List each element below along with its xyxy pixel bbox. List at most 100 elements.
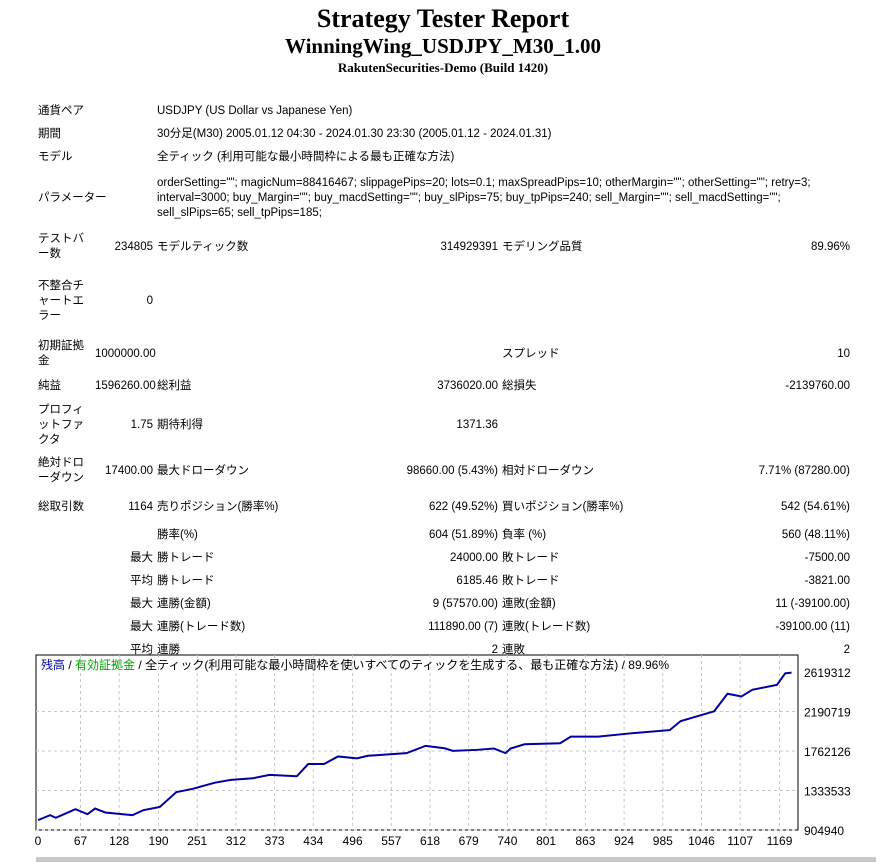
- largest-loss-value: -7500.00: [804, 552, 851, 564]
- y-tick-label: 2619312: [804, 666, 851, 680]
- long-value: 542 (54.61%): [780, 501, 851, 513]
- x-tick-label: 251: [187, 834, 207, 848]
- x-tick-label: 618: [420, 834, 440, 848]
- short-label: 売りポジション(勝率%): [157, 501, 279, 513]
- loss-label: 負率 (%): [502, 529, 547, 541]
- y-tick-label: 1333533: [804, 785, 851, 799]
- trades-value: 1164: [128, 501, 153, 513]
- avg-label: 平均: [130, 644, 153, 656]
- gross-loss-value: -2139760.00: [785, 379, 851, 392]
- loss-value: 560 (48.11%): [781, 529, 851, 541]
- deposit-label: 初期証拠金: [38, 340, 84, 367]
- pf-value: 1.75: [130, 418, 153, 431]
- x-tick-label: 1107: [727, 834, 753, 848]
- abs-dd-value: 17400.00: [105, 464, 153, 477]
- x-tick-label: 1046: [688, 834, 715, 848]
- x-tick-label: 924: [614, 834, 634, 848]
- spread-label: スプレッド: [502, 347, 560, 360]
- mismatch-label: 不整合チャートエラー: [38, 279, 84, 322]
- cons-losses-value: 11 (-39100.00): [775, 598, 851, 610]
- expected-value: 1371.36: [456, 418, 498, 431]
- server-name: RakutenSecurities-Demo (Build 1420): [337, 60, 549, 75]
- rel-dd-label: 相対ドローダウン: [502, 464, 594, 477]
- avg-loss-label: 敗トレード: [502, 575, 560, 587]
- plot-area: [35, 654, 799, 831]
- bottom-scrollbar[interactable]: [36, 857, 876, 862]
- x-tick-label: 67: [74, 834, 88, 848]
- x-tick-label: 312: [226, 834, 246, 848]
- x-tick-label: 679: [459, 834, 479, 848]
- bars-label: テストバー数: [38, 233, 84, 260]
- spread-value: 10: [837, 347, 851, 360]
- report-title: Strategy Tester Report: [316, 4, 570, 33]
- mismatch-value: 0: [146, 294, 153, 307]
- info-value: 30分足(M30) 2005.01.12 04:30 - 2024.01.30 …: [157, 128, 552, 140]
- avg-label: 平均: [130, 575, 153, 587]
- cons-loss-value: -39100.00 (11): [775, 621, 851, 633]
- x-tick-label: 0: [35, 834, 42, 848]
- rel-dd-value: 7.71% (87280.00): [758, 464, 851, 477]
- expected-label: 期待利得: [157, 418, 203, 431]
- quality-value: 89.96%: [811, 240, 851, 253]
- y-tick-label: 1762126: [804, 745, 851, 759]
- quality-label: モデリング品質: [502, 240, 583, 253]
- gross-profit-label: 総利益: [157, 379, 192, 392]
- x-tick-label: 863: [575, 834, 595, 848]
- cons-wins-label: 連勝(金額): [157, 598, 211, 610]
- x-tick-label: 128: [109, 834, 129, 848]
- report-table: 通貨ペア USDJPY (US Dollar vs Japanese Yen) 期…: [36, 100, 852, 662]
- cons-losses-label: 連敗(金額): [502, 598, 556, 610]
- avg-cons-wins-value: 2: [491, 644, 498, 656]
- cons-profit-value: 111890.00 (7): [428, 621, 498, 633]
- x-tick-label: 801: [536, 834, 556, 848]
- max-dd-label: 最大ドローダウン: [157, 464, 249, 477]
- gross-profit-value: 3736020.00: [437, 379, 498, 392]
- gross-loss-label: 総損失: [502, 379, 537, 392]
- info-value: USDJPY (US Dollar vs Japanese Yen): [157, 105, 353, 117]
- x-tick-label: 190: [149, 834, 169, 848]
- avg-cons-wins-label: 連勝: [157, 644, 180, 656]
- y-tick-label: 904940: [804, 824, 844, 838]
- long-label: 買いポジション(勝率%): [502, 501, 624, 513]
- info-value: orderSetting=""; magicNum=88416467; slip…: [157, 176, 811, 219]
- ticks-value: 314929391: [440, 240, 498, 253]
- info-label: パラメーター: [38, 191, 107, 204]
- cons-wins-value: 9 (57570.00): [432, 598, 498, 610]
- ticks-label: モデルティック数: [157, 240, 249, 253]
- net-value: 1596260.00: [95, 379, 156, 392]
- x-tick-label: 1169: [767, 834, 793, 848]
- net-label: 純益: [38, 379, 61, 392]
- largest-win-label: 勝トレード: [157, 552, 215, 564]
- x-tick-label: 557: [381, 834, 401, 848]
- win-value: 604 (51.89%): [428, 529, 498, 541]
- x-tick-label: 985: [653, 834, 673, 848]
- cons-profit-label: 連勝(トレード数): [157, 621, 246, 633]
- x-tick-label: 373: [265, 834, 285, 848]
- y-tick-label: 2190719: [804, 706, 851, 720]
- avg-cons-losses-value: 2: [843, 644, 851, 656]
- pf-label: プロフィットファクタ: [38, 403, 84, 446]
- x-tick-label: 740: [497, 834, 517, 848]
- bars-value: 234805: [114, 240, 153, 253]
- max-label: 最大: [130, 598, 153, 610]
- avg-win-value: 6185.46: [456, 575, 498, 587]
- deposit-value: 1000000.00: [95, 347, 156, 360]
- info-label: モデル: [38, 151, 73, 163]
- expert-name: WinningWing_USDJPY_M30_1.00: [284, 34, 602, 58]
- info-label: 通貨ペア: [38, 105, 84, 117]
- info-label: 期間: [38, 128, 61, 140]
- abs-dd-label: 絶対ドローダウン: [38, 457, 84, 484]
- max-label: 最大: [130, 552, 153, 564]
- trades-label: 総取引数: [38, 501, 84, 513]
- x-tick-label: 496: [343, 834, 363, 848]
- balance-line: [37, 671, 792, 822]
- largest-loss-label: 敗トレード: [502, 552, 560, 564]
- avg-win-label: 勝トレード: [157, 575, 215, 587]
- win-label: 勝率(%): [157, 529, 198, 541]
- avg-cons-losses-label: 連敗: [502, 644, 525, 656]
- max-label: 最大: [130, 621, 153, 633]
- max-dd-value: 98660.00 (5.43%): [406, 464, 498, 477]
- x-tick-label: 434: [303, 834, 323, 848]
- avg-loss-value: -3821.00: [804, 575, 851, 587]
- largest-win-value: 24000.00: [450, 552, 498, 564]
